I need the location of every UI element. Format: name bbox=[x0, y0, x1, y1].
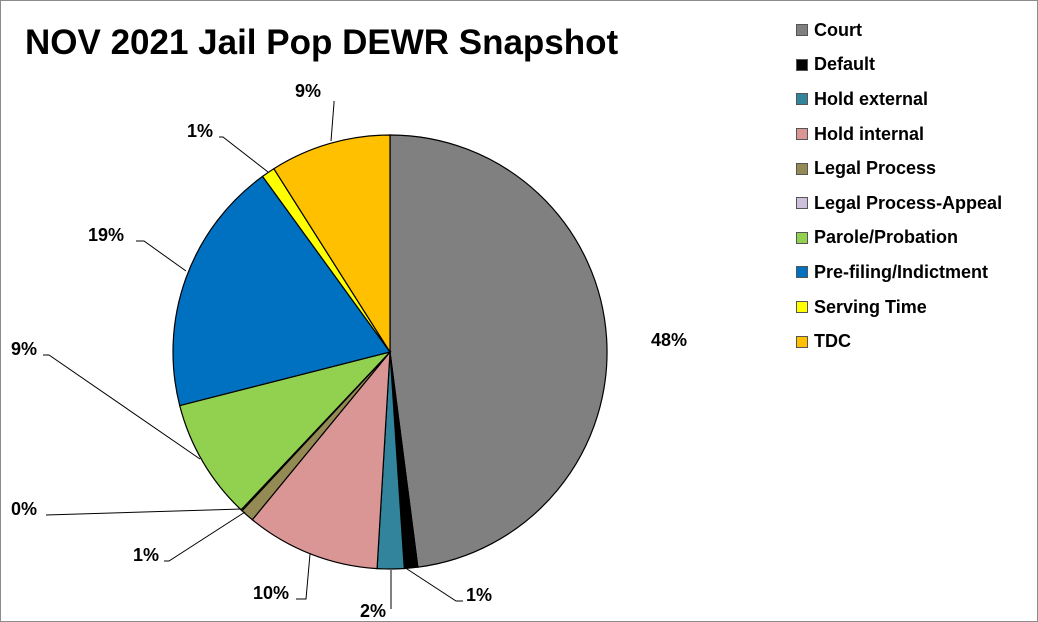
legend-label: Legal Process bbox=[814, 158, 937, 179]
legend-swatch bbox=[796, 128, 808, 141]
legend-swatch bbox=[796, 24, 808, 37]
legend-item: Hold external bbox=[796, 82, 1002, 117]
leader-line bbox=[136, 240, 187, 272]
pie-slice-tdc bbox=[273, 134, 391, 355]
data-label: 10% bbox=[253, 583, 289, 603]
legend-swatch bbox=[796, 58, 808, 71]
leader-line bbox=[219, 136, 269, 173]
legend-item: Parole/Probation bbox=[796, 221, 1002, 256]
data-label: 1% bbox=[187, 121, 213, 141]
legend-item: Hold internal bbox=[796, 117, 1002, 152]
leader-line bbox=[296, 553, 311, 600]
legend-label: Serving Time bbox=[814, 296, 927, 317]
pie-slice-parole-probation bbox=[178, 350, 392, 511]
legend-swatch bbox=[796, 162, 808, 175]
legend-label: Hold internal bbox=[814, 123, 925, 144]
legend-label: Pre-filing/Indictment bbox=[814, 261, 989, 282]
legend: Court Default Hold external Hold internal Le… bbox=[796, 13, 1002, 359]
legend-item: Court bbox=[796, 13, 1002, 48]
pie-slice-hold-internal bbox=[251, 350, 391, 570]
data-label: 0% bbox=[11, 499, 37, 519]
legend-item: Default bbox=[796, 48, 1002, 83]
data-label: 1% bbox=[133, 545, 159, 565]
data-label: 2% bbox=[360, 601, 386, 621]
legend-swatch bbox=[796, 266, 808, 279]
data-label: 9% bbox=[295, 81, 321, 101]
data-label: 48% bbox=[651, 330, 687, 350]
legend-item: Pre-filing/Indictment bbox=[796, 255, 1002, 290]
legend-item: Legal Process bbox=[796, 151, 1002, 186]
legend-label: Court bbox=[814, 19, 862, 40]
pie-slice-pre-filing-indictment bbox=[172, 175, 392, 407]
data-label: 19% bbox=[88, 225, 124, 245]
legend-swatch bbox=[796, 93, 808, 106]
leader-line bbox=[330, 101, 335, 142]
legend-swatch bbox=[796, 301, 808, 314]
legend-label: Default bbox=[814, 54, 876, 75]
leader-line bbox=[164, 511, 246, 562]
pie-slice-court bbox=[389, 134, 608, 568]
legend-item: TDC bbox=[796, 324, 1002, 359]
data-label: 1% bbox=[466, 585, 492, 605]
leader-line bbox=[45, 508, 243, 516]
legend-item: Serving Time bbox=[796, 290, 1002, 325]
leader-line bbox=[43, 354, 201, 460]
legend-label: Legal Process-Appeal bbox=[814, 192, 1003, 213]
legend-label: Hold external bbox=[814, 88, 929, 109]
legend-swatch bbox=[796, 231, 808, 244]
leader-line bbox=[403, 566, 463, 602]
legend-item: Legal Process-Appeal bbox=[796, 186, 1002, 221]
data-label: 9% bbox=[11, 339, 37, 359]
legend-swatch bbox=[796, 335, 808, 348]
legend-swatch bbox=[796, 197, 808, 210]
legend-label: Parole/Probation bbox=[814, 227, 959, 248]
chart-title: NOV 2021 Jail Pop DEWR Snapshot bbox=[25, 23, 619, 62]
legend-label: TDC bbox=[814, 331, 851, 352]
